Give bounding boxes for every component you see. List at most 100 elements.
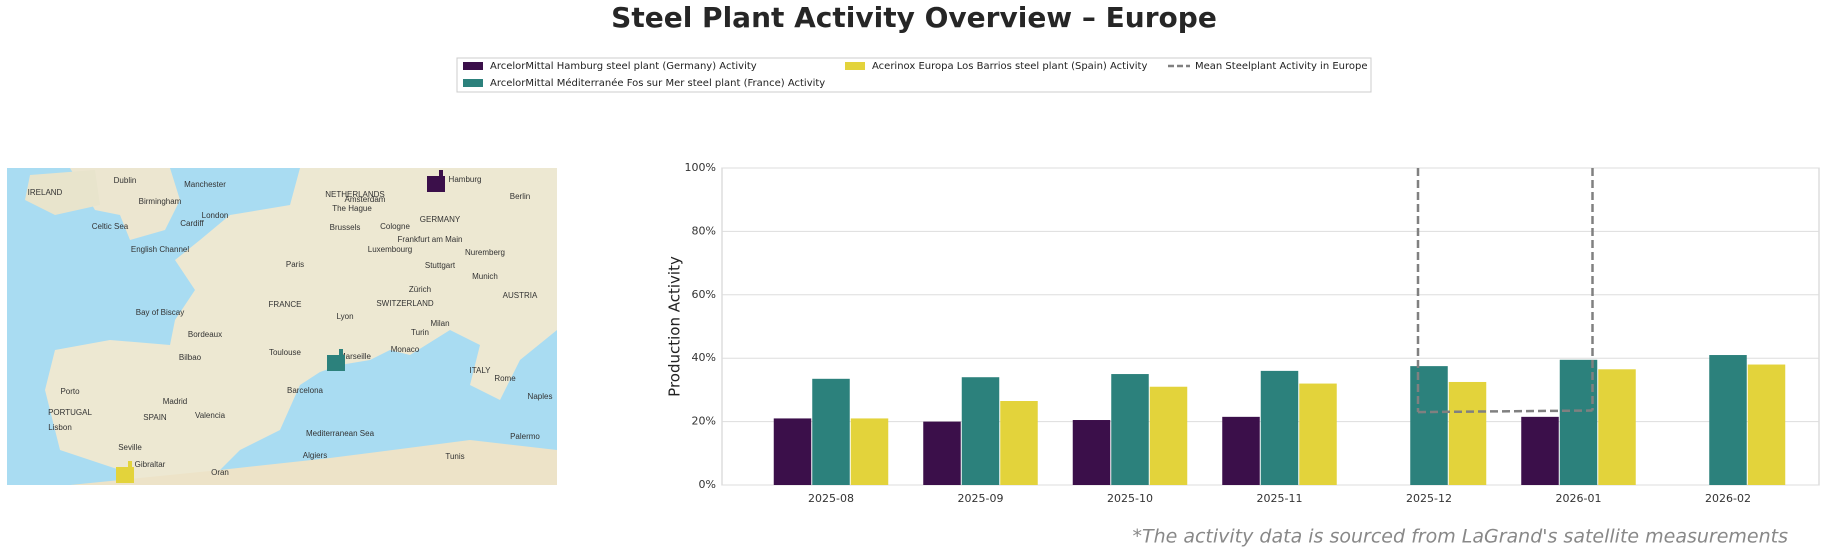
map-label: Birmingham xyxy=(139,197,182,206)
map-label: The Hague xyxy=(332,204,372,213)
map-label: Seville xyxy=(118,443,142,452)
plant-icon xyxy=(427,176,445,192)
x-tick-label: 2025-12 xyxy=(1406,492,1452,505)
x-tick-label: 2025-10 xyxy=(1107,492,1153,505)
map-label: Hamburg xyxy=(449,175,482,184)
map-label: Nuremberg xyxy=(465,248,505,257)
map-label: SPAIN xyxy=(143,413,167,422)
map-label: IRELAND xyxy=(28,188,63,197)
legend-swatch xyxy=(845,62,865,70)
bar xyxy=(1222,416,1260,485)
x-tick-label: 2025-08 xyxy=(808,492,854,505)
chart-title: Steel Plant Activity Overview – Europe xyxy=(611,1,1217,34)
map-label: Algiers xyxy=(303,451,327,460)
x-tick-label: 2026-01 xyxy=(1556,492,1602,505)
plant-icon xyxy=(128,461,132,469)
map-label: Berlin xyxy=(510,192,530,201)
footnote: *The activity data is sourced from LaGra… xyxy=(1132,526,1788,548)
map-label: Rome xyxy=(494,374,516,383)
map-label: AUSTRIA xyxy=(503,291,538,300)
map-label: GERMANY xyxy=(420,215,461,224)
legend-label: ArcelorMittal Méditerranée Fos sur Mer s… xyxy=(490,77,825,89)
bar xyxy=(1072,420,1111,485)
bar xyxy=(1448,381,1487,485)
x-tick-label: 2025-11 xyxy=(1257,492,1303,505)
bar xyxy=(1000,400,1038,485)
map-label: Zürich xyxy=(409,285,431,294)
map-label: Valencia xyxy=(195,411,226,420)
map-label: NETHERLANDS xyxy=(325,190,385,199)
mean-line xyxy=(1417,409,1593,414)
map-label: Monaco xyxy=(391,345,420,354)
map-label: Stuttgart xyxy=(425,261,456,270)
plant-icon xyxy=(116,467,134,483)
plant-icon xyxy=(327,355,345,371)
bar xyxy=(1410,366,1448,485)
y-tick-label: 100% xyxy=(685,161,716,174)
bar xyxy=(1149,386,1188,485)
map-label: Bordeaux xyxy=(188,330,222,339)
map-label: Milan xyxy=(430,319,449,328)
map-label: Bay of Biscay xyxy=(136,308,184,317)
y-tick-label: 0% xyxy=(699,478,716,491)
legend-label: ArcelorMittal Hamburg steel plant (Germa… xyxy=(490,61,757,72)
bar xyxy=(1521,416,1559,485)
map-label: PORTUGAL xyxy=(48,408,92,417)
map-label: Cardiff xyxy=(180,219,204,228)
y-tick-label: 60% xyxy=(692,288,716,301)
legend-swatch xyxy=(463,79,483,87)
plant-icon xyxy=(439,170,443,178)
map-label: Frankfurt am Main xyxy=(398,235,463,244)
map-label: Barcelona xyxy=(287,386,324,395)
map-label: Lisbon xyxy=(48,423,72,432)
legend-label: Mean Steelplant Activity in Europe xyxy=(1195,61,1368,72)
map-label: Manchester xyxy=(184,180,226,189)
bar xyxy=(1747,364,1786,485)
map-label: SWITZERLAND xyxy=(376,299,434,308)
map-label: Toulouse xyxy=(269,348,302,357)
map-label: London xyxy=(202,211,229,220)
map-label: Bilbao xyxy=(179,353,202,362)
bar xyxy=(1559,359,1598,485)
map-land xyxy=(70,440,557,485)
map-label: Celtic Sea xyxy=(92,222,129,231)
legend xyxy=(456,57,1372,93)
map-label: Paris xyxy=(286,260,304,269)
x-tick-label: 2025-09 xyxy=(958,492,1004,505)
x-tick-label: 2026-02 xyxy=(1705,492,1751,505)
map-label: Gibraltar xyxy=(135,460,166,469)
bar xyxy=(773,418,812,485)
map-label: English Channel xyxy=(131,245,189,254)
map-label: Marseille xyxy=(339,352,372,361)
map-label: Munich xyxy=(472,272,498,281)
map-label: Brussels xyxy=(330,223,361,232)
map-label: Turin xyxy=(411,328,429,337)
bar xyxy=(1111,374,1149,485)
bar xyxy=(850,418,889,485)
map-label: Tunis xyxy=(445,452,464,461)
map-label: Madrid xyxy=(163,397,187,406)
map-label: Palermo xyxy=(510,432,540,441)
map-land xyxy=(70,168,180,240)
bar xyxy=(812,378,850,485)
map-land xyxy=(25,170,100,215)
y-axis-label: Production Activity xyxy=(666,256,684,397)
legend-swatch xyxy=(463,62,483,70)
map-label: Naples xyxy=(528,392,553,401)
map-land xyxy=(45,168,557,485)
legend-label: Acerinox Europa Los Barrios steel plant … xyxy=(872,61,1147,72)
bar xyxy=(1598,369,1636,485)
y-tick-label: 20% xyxy=(692,415,716,428)
map-label: Cologne xyxy=(380,222,410,231)
map-label: Porto xyxy=(60,387,80,396)
map-label: Dublin xyxy=(114,176,137,185)
bar xyxy=(1299,383,1337,485)
plant-icon xyxy=(339,349,343,357)
bar xyxy=(961,377,1000,485)
bar xyxy=(923,421,961,485)
y-tick-label: 40% xyxy=(692,351,716,364)
bar xyxy=(1709,355,1747,485)
map-label: Mediterranean Sea xyxy=(306,429,375,438)
